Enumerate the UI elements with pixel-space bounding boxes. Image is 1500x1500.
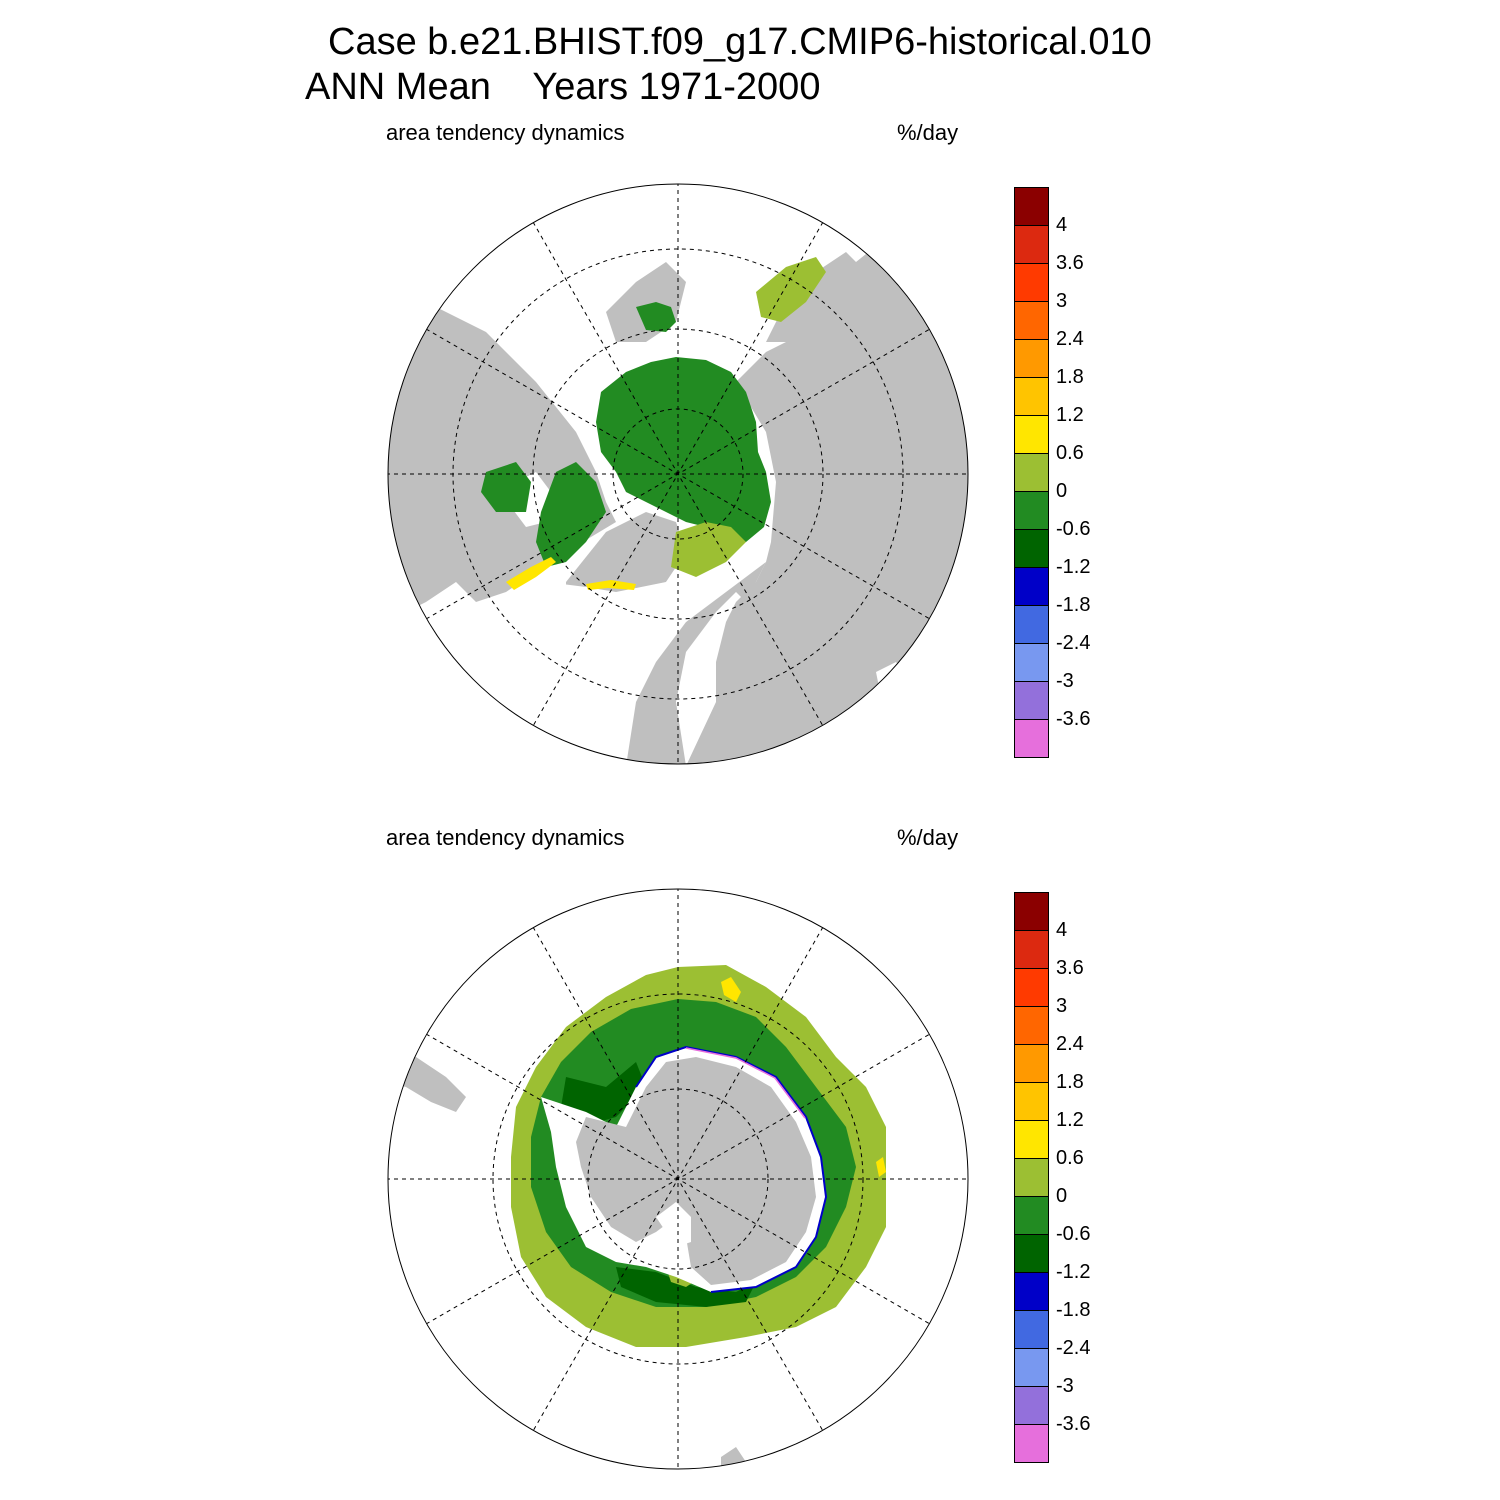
north-colorbar-tick-label: 3 xyxy=(1056,290,1068,312)
south-colorbar-tick-label: 2.4 xyxy=(1056,1033,1084,1055)
north-colorbar-tick-label: 4 xyxy=(1056,214,1068,236)
north-panel-units-label: %/day xyxy=(897,120,959,145)
north-bering-ice xyxy=(636,302,676,332)
south-colorbar-swatch xyxy=(1014,1310,1049,1349)
south-ice-edge-magenta xyxy=(685,1047,806,1119)
south-yellow-patch-b xyxy=(876,1157,886,1177)
south-colorbar-swatch xyxy=(1014,1196,1049,1235)
north-colorbar-tick-label: -3.6 xyxy=(1056,708,1091,730)
north-colorbar-swatch xyxy=(1014,681,1049,720)
south-panel-variable-label: area tendency dynamics xyxy=(386,825,625,850)
south-colorbar-tick-label: 0 xyxy=(1056,1185,1068,1207)
north-land-europe xyxy=(626,562,766,764)
south-colorbar-tick-label: -2.4 xyxy=(1056,1337,1091,1359)
north-map-boundary xyxy=(387,183,969,765)
north-colorbar-swatch xyxy=(1014,187,1049,226)
south-map-boundary xyxy=(387,888,969,1470)
north-colorbar-swatch xyxy=(1014,605,1049,644)
south-colorbar-tick-label: -0.6 xyxy=(1056,1223,1091,1245)
south-colorbar-tick-label: 0.6 xyxy=(1056,1147,1084,1169)
north-colorbar-tick-label: -2.4 xyxy=(1056,632,1091,654)
south-colorbar-tick-label: -1.2 xyxy=(1056,1261,1091,1283)
south-colorbar-swatch xyxy=(1014,1158,1049,1197)
north-colorbar-tick-label: 1.8 xyxy=(1056,366,1084,388)
south-colorbar-tick-label: 3 xyxy=(1056,995,1068,1017)
north-colorbar-tick-label: 0 xyxy=(1056,480,1068,502)
figure-title-line2: ANN Mean Years 1971-2000 xyxy=(305,66,821,108)
south-colorbar-swatch xyxy=(1014,1348,1049,1387)
north-colorbar-tick-label: -0.6 xyxy=(1056,518,1091,540)
north-colorbar-tick-label: -1.8 xyxy=(1056,594,1091,616)
south-graticule xyxy=(388,889,968,1469)
north-colorbar-tick-label: 0.6 xyxy=(1056,442,1084,464)
north-polar-map xyxy=(387,183,969,765)
south-colorbar-tick-label: 4 xyxy=(1056,919,1068,941)
north-colorbar-swatch xyxy=(1014,643,1049,682)
south-ice-edge-blue xyxy=(635,1045,828,1293)
south-colorbar-swatch xyxy=(1014,1044,1049,1083)
south-colorbar-swatch xyxy=(1014,1006,1049,1045)
north-labrador-edge-yellow xyxy=(506,557,556,590)
north-graticule xyxy=(388,184,968,764)
north-colorbar-swatch xyxy=(1014,225,1049,264)
north-greenland-edge-yellow xyxy=(586,580,636,590)
north-colorbar-swatch xyxy=(1014,453,1049,492)
south-ross-ice-shelf xyxy=(656,1202,691,1247)
south-colorbar-swatch xyxy=(1014,1272,1049,1311)
north-barents-ice xyxy=(671,522,746,577)
south-colorbar-swatch xyxy=(1014,968,1049,1007)
north-panel-variable-label: area tendency dynamics xyxy=(386,120,625,145)
north-colorbar-swatch xyxy=(1014,263,1049,302)
north-colorbar-tick-label: -3 xyxy=(1056,670,1074,692)
south-panel-units-label: %/day xyxy=(897,825,959,850)
south-colorbar-swatch xyxy=(1014,1424,1049,1463)
south-colorbar-tick-label: 1.2 xyxy=(1056,1109,1084,1131)
north-land-east-asia xyxy=(766,252,866,342)
north-colorbar-tick-label: 2.4 xyxy=(1056,328,1084,350)
south-colorbar-tick-label: -3 xyxy=(1056,1375,1074,1397)
north-atlantic-open-water xyxy=(506,562,716,652)
south-polar-map xyxy=(387,888,969,1470)
south-colorbar-swatch xyxy=(1014,1386,1049,1425)
north-colorbar-tick-label: 3.6 xyxy=(1056,252,1084,274)
north-colorbar-swatch xyxy=(1014,529,1049,568)
north-colorbar-swatch xyxy=(1014,415,1049,454)
north-colorbar-swatch xyxy=(1014,377,1049,416)
north-land-siberia-asia xyxy=(686,222,968,764)
south-antarctica xyxy=(576,1057,816,1285)
north-colorbar-swatch xyxy=(1014,339,1049,378)
north-okhotsk-ice xyxy=(756,257,826,322)
north-colorbar-swatch xyxy=(1014,491,1049,530)
north-baffin-bay-ice xyxy=(536,462,606,567)
south-colorbar-tick-label: 1.8 xyxy=(1056,1071,1084,1093)
north-colorbar-swatch xyxy=(1014,301,1049,340)
south-colorbar-tick-label: 3.6 xyxy=(1056,957,1084,979)
south-colorbar-swatch xyxy=(1014,930,1049,969)
figure-title-line1: Case b.e21.BHIST.f09_g17.CMIP6-historica… xyxy=(328,21,1152,63)
south-colorbar-swatch xyxy=(1014,1234,1049,1273)
north-arctic-basin-ice xyxy=(596,357,771,542)
south-colorbar-swatch xyxy=(1014,892,1049,931)
north-colorbar-tick-label: 1.2 xyxy=(1056,404,1084,426)
south-yellow-patch-a xyxy=(721,977,741,1002)
north-colorbar-swatch xyxy=(1014,567,1049,606)
south-colorbar-tick-label: -1.8 xyxy=(1056,1299,1091,1321)
north-colorbar-tick-label: -1.2 xyxy=(1056,556,1091,578)
south-colorbar-tick-label: -3.6 xyxy=(1056,1413,1091,1435)
north-colorbar-swatch xyxy=(1014,719,1049,758)
south-colorbar-swatch xyxy=(1014,1082,1049,1121)
south-colorbar-swatch xyxy=(1014,1120,1049,1159)
